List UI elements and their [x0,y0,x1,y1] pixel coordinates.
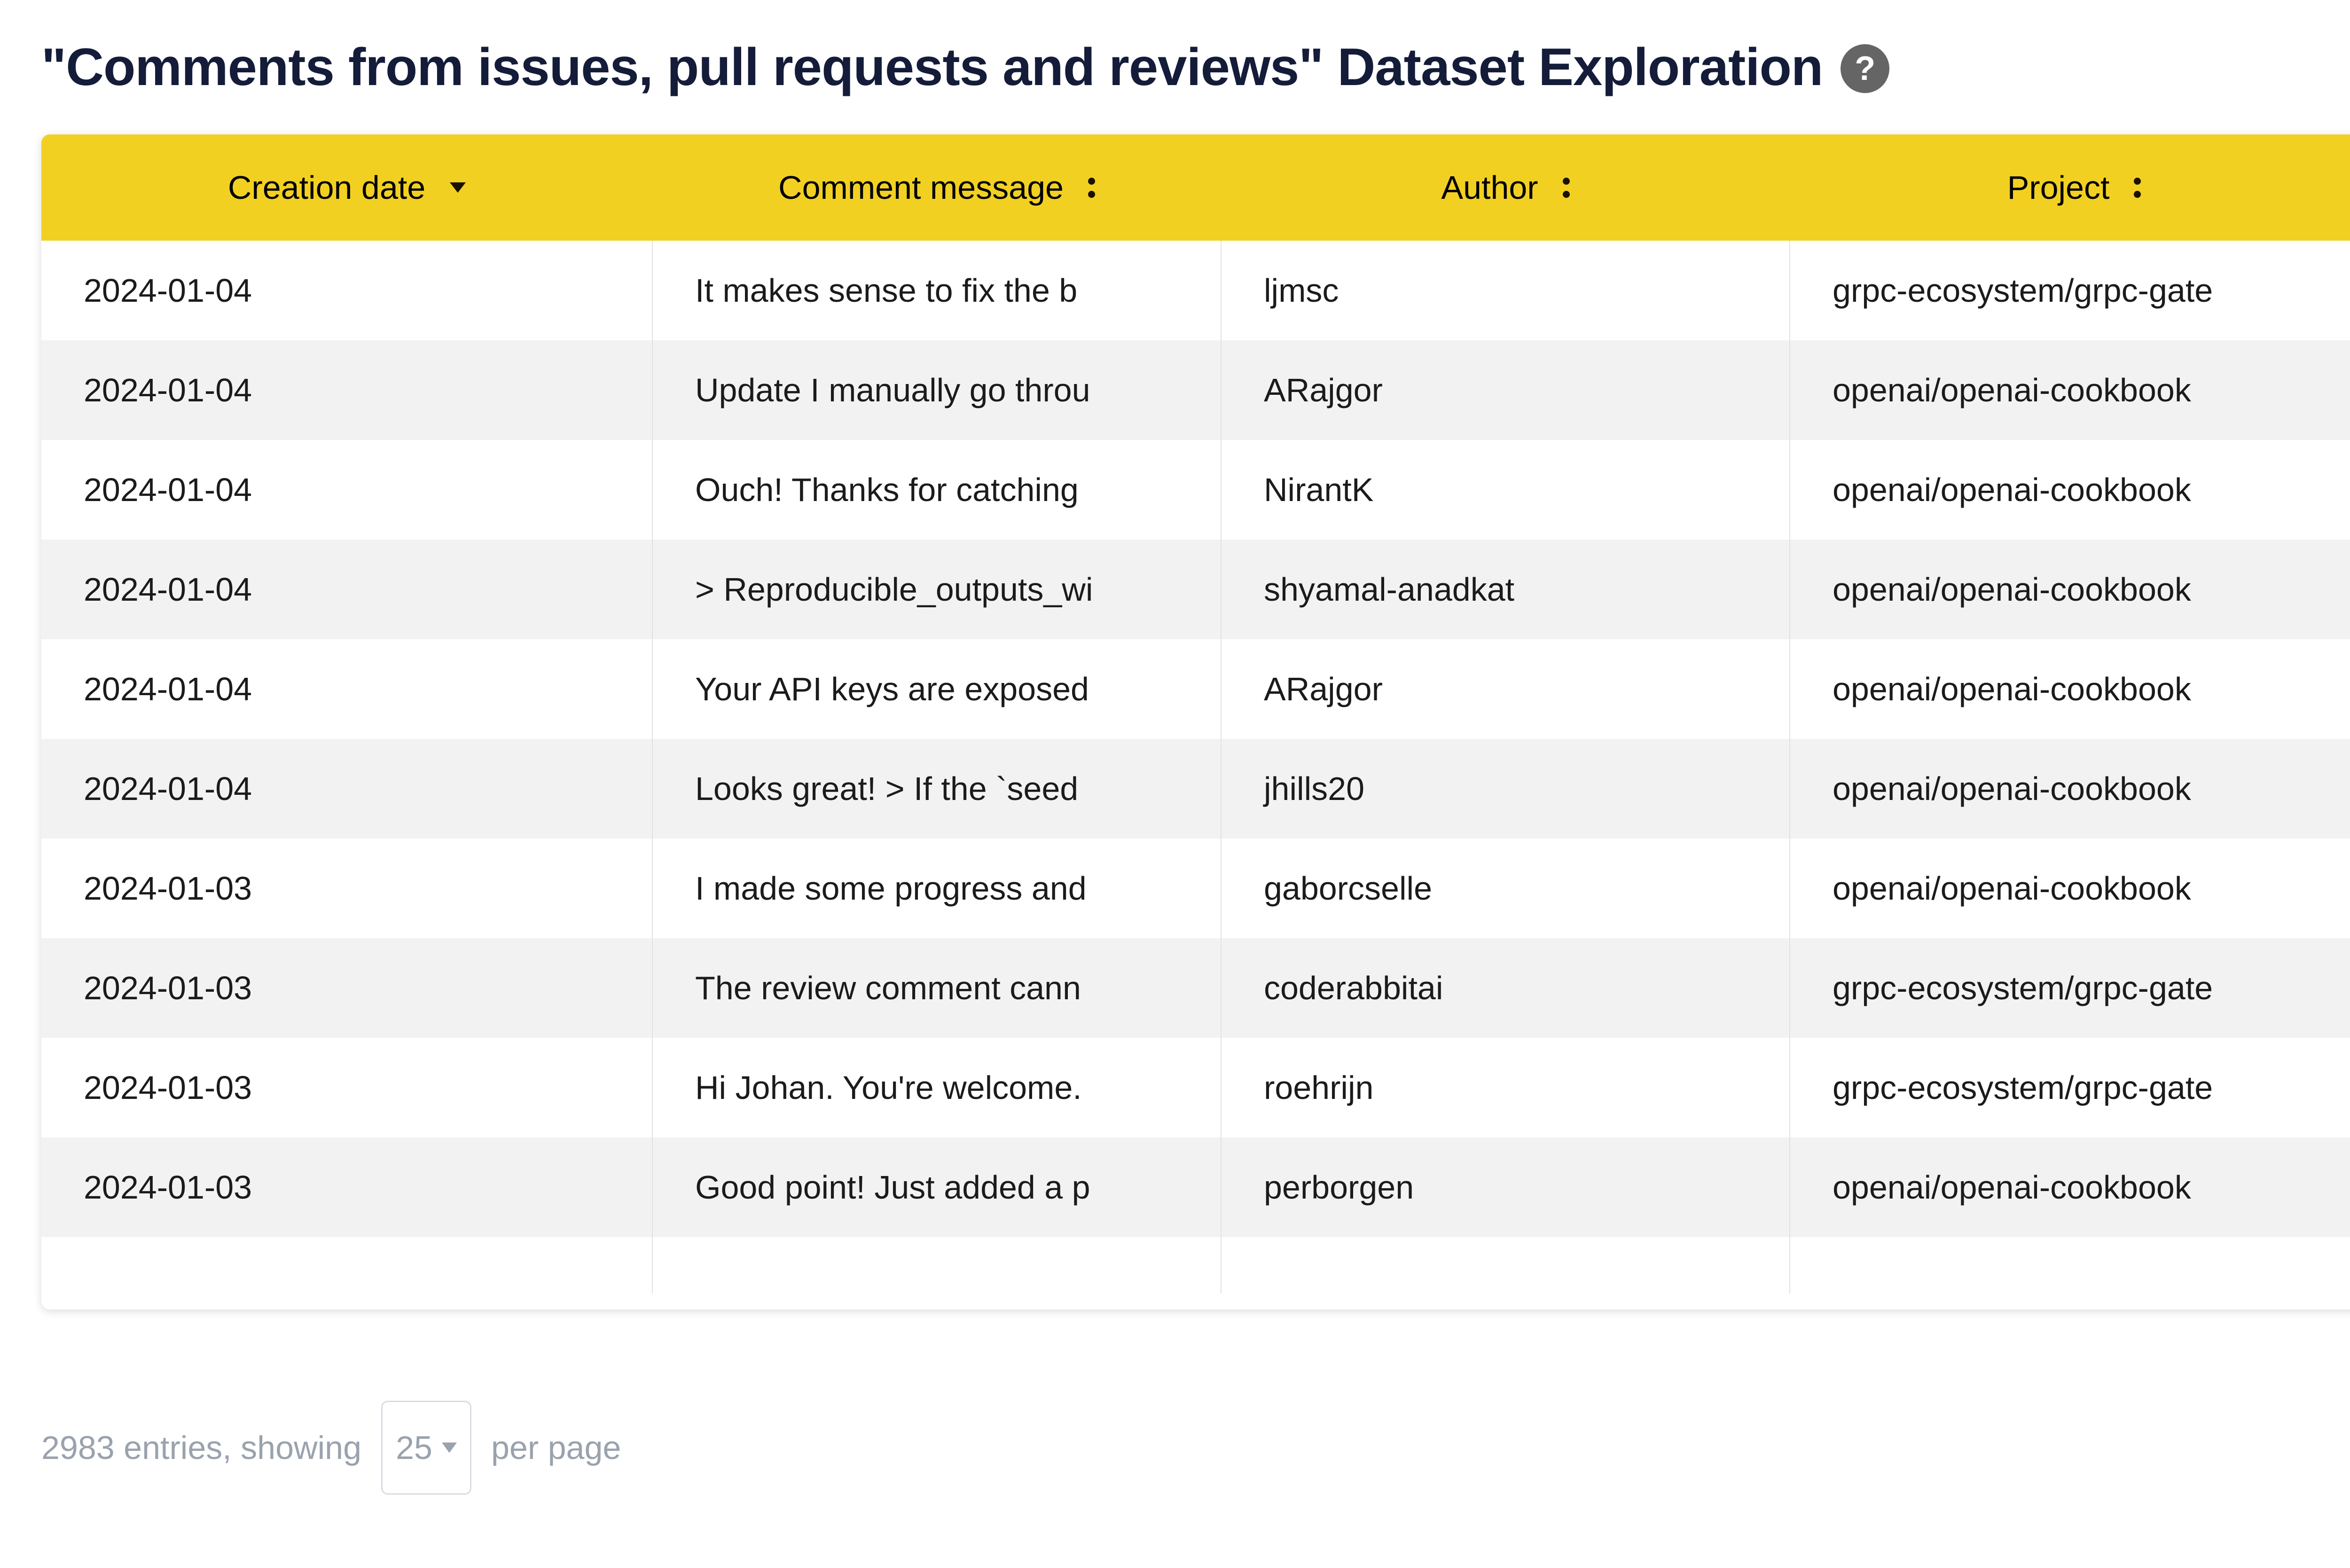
table-row[interactable]: 2024-01-04 Looks great! > If the `seed jhi… [41,739,2350,839]
entries-count-label: 2983 entries, showing [41,1429,361,1466]
cell-comment: Ouch! Thanks for catching [652,440,1222,540]
column-menu-icon[interactable] [2134,177,2141,198]
cell-author: ARajgor [1221,639,1790,739]
cell-comment: I made some progress and [652,839,1222,938]
cell-comment: The review comment cann [652,938,1222,1038]
cell-empty [1221,1237,1790,1294]
cell-project: openai/openai-cookbook [1790,839,2350,938]
per-page-value: 25 [396,1429,432,1466]
column-header-creation-date[interactable]: Creation date [41,134,652,241]
cell-author: shyamal-anadkat [1221,540,1790,639]
cell-project: openai/openai-cookbook [1790,440,2350,540]
column-menu-icon[interactable] [1088,177,1095,198]
cell-project: grpc-ecosystem/grpc-gate [1790,241,2350,340]
column-header-label: Project [2007,169,2110,206]
cell-creation_date: 2024-01-03 [41,1137,653,1237]
cell-author: coderabbitai [1221,938,1790,1038]
per-page-suffix-label: per page [491,1429,621,1466]
table-header-row: Creation date Comment message Author [41,134,2350,241]
cell-project: openai/openai-cookbook [1790,340,2350,440]
table-footer: 2983 entries, showing 25 per page « ‹ 1/… [41,1387,2350,1509]
cell-creation_date: 2024-01-03 [41,1038,653,1137]
table-row[interactable]: 2024-01-03 Hi Johan. You're welcome. roehr… [41,1038,2350,1137]
cell-project: openai/openai-cookbook [1790,1137,2350,1237]
per-page-select[interactable]: 25 [381,1401,471,1495]
page-title: "Comments from issues, pull requests and… [41,38,1823,97]
cell-empty [1790,1237,2350,1294]
column-header-label: Creation date [227,169,426,206]
cell-author: NirantK [1221,440,1790,540]
cell-comment: Good point! Just added a p [652,1137,1222,1237]
cell-project: openai/openai-cookbook [1790,739,2350,839]
table-header: Creation date Comment message Author [41,134,2350,241]
cell-project: openai/openai-cookbook [1790,540,2350,639]
cell-creation_date: 2024-01-04 [41,440,653,540]
entries-summary: 2983 entries, showing 25 per page [41,1401,621,1495]
table-row[interactable]: 2024-01-04 It makes sense to fix the b ljm… [41,241,2350,340]
cell-creation_date: 2024-01-04 [41,540,653,639]
cell-project: grpc-ecosystem/grpc-gate [1790,938,2350,1038]
help-circle-icon[interactable]: ? [1841,44,1890,93]
cell-project: grpc-ecosystem/grpc-gate [1790,1038,2350,1137]
cell-creation_date: 2024-01-04 [41,739,653,839]
page-header: "Comments from issues, pull requests and… [0,0,2350,134]
column-header-comment-message[interactable]: Comment message [652,134,1221,241]
cell-comment: Looks great! > If the `seed [652,739,1222,839]
cell-comment: Update I manually go throu [652,340,1222,440]
table-row[interactable]: 2024-01-03 I made some progress and gaborc… [41,839,2350,938]
table-body: 2024-01-04 It makes sense to fix the b ljm… [41,241,2350,1294]
cell-comment: > Reproducible_outputs_wi [652,540,1222,639]
column-header-project[interactable]: Project [1790,134,2350,241]
table-row[interactable]: 2024-01-03 Good point! Just added a p perb… [41,1137,2350,1237]
column-menu-icon[interactable] [1562,177,1570,198]
dataset-table-card: Creation date Comment message Author [41,134,2350,1309]
cell-author: perborgen [1221,1137,1790,1237]
table-row[interactable]: 2024-01-04 Ouch! Thanks for catching Niran… [41,440,2350,540]
cell-creation_date: 2024-01-03 [41,839,653,938]
cell-empty [41,1237,653,1294]
column-header-label: Author [1441,169,1538,206]
cell-author: jhills20 [1221,739,1790,839]
column-header-label: Comment message [778,169,1064,206]
table-row-empty [41,1237,2350,1294]
table-row[interactable]: 2024-01-04 > Reproducible_outputs_wi shyam… [41,540,2350,639]
cell-creation_date: 2024-01-04 [41,340,653,440]
column-header-author[interactable]: Author [1221,134,1790,241]
cell-project: openai/openai-cookbook [1790,639,2350,739]
dataset-table: Creation date Comment message Author [41,134,2350,1294]
cell-creation_date: 2024-01-04 [41,639,653,739]
table-row[interactable]: 2024-01-04 Your API keys are exposed ARajg… [41,639,2350,739]
table-row[interactable]: 2024-01-03 The review comment cann coderab… [41,938,2350,1038]
cell-creation_date: 2024-01-03 [41,938,653,1038]
cell-comment: It makes sense to fix the b [652,241,1222,340]
title-group: "Comments from issues, pull requests and… [41,38,1890,97]
cell-comment: Hi Johan. You're welcome. [652,1038,1222,1137]
cell-empty [652,1237,1222,1294]
cell-comment: Your API keys are exposed [652,639,1222,739]
sort-caret-icon[interactable] [450,182,466,193]
cell-author: roehrijn [1221,1038,1790,1137]
cell-author: ljmsc [1221,241,1790,340]
cell-author: ARajgor [1221,340,1790,440]
cell-author: gaborcselle [1221,839,1790,938]
table-row[interactable]: 2024-01-04 Update I manually go throu ARaj… [41,340,2350,440]
chevron-down-icon [441,1443,457,1453]
cell-creation_date: 2024-01-04 [41,241,653,340]
